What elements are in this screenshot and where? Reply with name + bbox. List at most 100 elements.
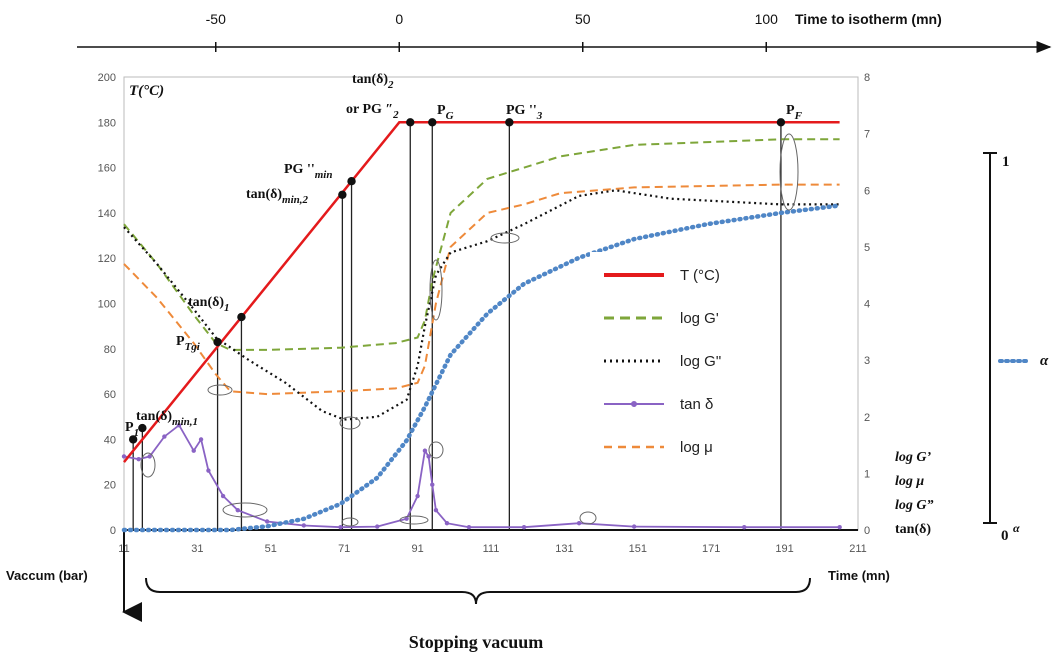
bottom-axis-label: Time (mn) — [828, 568, 890, 583]
left-tick-label: 180 — [98, 117, 116, 129]
highlight-ellipse-5 — [399, 515, 429, 525]
series-marker-3 — [444, 521, 450, 526]
point-label-pg: PG — [437, 103, 454, 122]
highlight-ellipse-3 — [339, 416, 361, 430]
point-label-p1: P1 — [125, 420, 139, 439]
highlight-ellipse-0 — [140, 452, 156, 478]
point-label-tand1: tan(δ)1 — [188, 295, 230, 314]
series-marker-3 — [191, 448, 196, 453]
top-axis: -50 0 50 100 Time to isotherm (mn) — [77, 11, 1052, 53]
legend-label-tand: tan δ — [680, 396, 713, 413]
left-tick-label: 0 — [110, 525, 116, 537]
series-line-4 — [123, 183, 840, 396]
highlight-ellipse-8 — [490, 232, 520, 244]
point-marker-9 — [776, 118, 786, 127]
top-tick-label: -50 — [206, 11, 226, 27]
left-axis-ticks: 0 20 40 60 80 100 120 140 160 180 200 — [98, 72, 116, 537]
right-tick-label: 1 — [864, 468, 870, 480]
left-tick-label: 100 — [98, 299, 116, 311]
series-marker-3 — [430, 482, 435, 487]
left-tick-label: 160 — [98, 163, 116, 175]
bottom-tick-label: 191 — [775, 543, 793, 555]
point-marker-1 — [138, 423, 147, 433]
legend-label-logg1: log G' — [680, 310, 719, 327]
series-marker-3 — [433, 507, 439, 513]
right-tick-label: 7 — [864, 129, 870, 141]
series-marker-3 — [162, 434, 167, 439]
bottom-tick-label: 91 — [411, 543, 423, 555]
series-marker-3 — [466, 524, 472, 530]
series-marker-3 — [415, 493, 420, 499]
left-tick-label: 80 — [104, 344, 116, 356]
point-label-pf: PF — [786, 103, 803, 122]
highlight-ellipse-2 — [222, 502, 268, 518]
series-marker-3 — [220, 493, 226, 499]
alpha-bottom-label: 0 — [1001, 528, 1009, 544]
right-axis-ticks: 0 1 2 3 4 5 6 7 8 — [864, 72, 870, 537]
stopping-vacuum-label: Stopping vacuum — [409, 632, 544, 652]
bottom-tick-label: 111 — [483, 543, 500, 555]
series-marker-3 — [422, 448, 428, 453]
bottom-tick-label: 31 — [191, 543, 203, 555]
left-tick-label: 200 — [98, 72, 116, 84]
legend-background — [590, 252, 770, 470]
point-marker-6 — [406, 118, 415, 127]
series-marker-3 — [136, 457, 141, 462]
left-tick-label: 60 — [104, 389, 116, 401]
alpha-top-label: 1 — [1002, 154, 1010, 170]
right-tick-label: 0 — [864, 525, 870, 537]
vacuum-axis-label: Vaccum (bar) — [6, 568, 88, 583]
legend: T (°C) log G' log G" tan δ log μ — [590, 252, 770, 470]
highlight-ellipse-6 — [428, 441, 444, 459]
alpha-axis: 1 0 α α — [983, 152, 1049, 544]
alpha-bottom-symbol: α — [1013, 521, 1020, 535]
highlight-ellipse-10 — [779, 133, 799, 211]
top-axis-ticks: -50 0 50 100 — [206, 11, 779, 52]
left-tick-label: 140 — [98, 208, 116, 220]
highlight-ellipse-1 — [207, 384, 233, 396]
top-tick-label: 100 — [755, 11, 779, 27]
bottom-tick-label: 71 — [338, 543, 350, 555]
series-line-5 — [121, 203, 842, 533]
highlight-ellipse-7 — [429, 259, 443, 321]
legend-marker-tand — [631, 401, 637, 407]
top-tick-label: 0 — [395, 11, 403, 27]
right-tick-label: 3 — [864, 355, 870, 367]
series-marker-3 — [375, 524, 380, 529]
right-label-line-2: log μ — [895, 474, 924, 489]
series-line-1 — [123, 138, 840, 351]
series-layer — [121, 121, 842, 533]
right-label-line-3: log G” — [895, 498, 934, 513]
series-marker-3 — [576, 521, 582, 526]
point-marker-0 — [128, 435, 138, 444]
point-marker-3 — [237, 312, 246, 322]
bottom-tick-label: 151 — [629, 543, 647, 555]
point-marker-4 — [338, 190, 347, 199]
bottom-axis-ticks: 1131517191111131151171191211 — [118, 543, 866, 555]
legend-label-logg2: log G" — [680, 353, 721, 370]
point-label-ptgi: PTgi — [176, 334, 201, 353]
series-marker-3 — [426, 454, 431, 459]
left-tick-label: 40 — [104, 434, 116, 446]
right-tick-label: 2 — [864, 412, 870, 424]
point-label-tand2: tan(δ)2 — [352, 72, 394, 91]
series-marker-3 — [521, 524, 527, 530]
series-marker-3 — [121, 454, 127, 459]
series-marker-3 — [176, 423, 182, 428]
highlight-ellipse-4 — [341, 517, 359, 527]
highlight-ellipse-9 — [579, 511, 597, 525]
legend-label-t: T (°C) — [680, 267, 720, 284]
bottom-tick-label: 211 — [849, 543, 867, 555]
highlight-ellipses — [140, 133, 799, 527]
alpha-legend-label: α — [1040, 353, 1049, 369]
right-axis-label: log G’ log μ log G” tan(δ) — [895, 450, 934, 537]
series-marker-3 — [206, 468, 211, 473]
series-marker-3 — [742, 524, 747, 530]
point-marker-5 — [347, 176, 356, 186]
point-label-pg2: or PG ″2 — [346, 102, 399, 121]
bottom-tick-label: 51 — [265, 543, 277, 555]
legend-label-logmu: log μ — [680, 439, 713, 456]
series-marker-3 — [264, 519, 270, 524]
